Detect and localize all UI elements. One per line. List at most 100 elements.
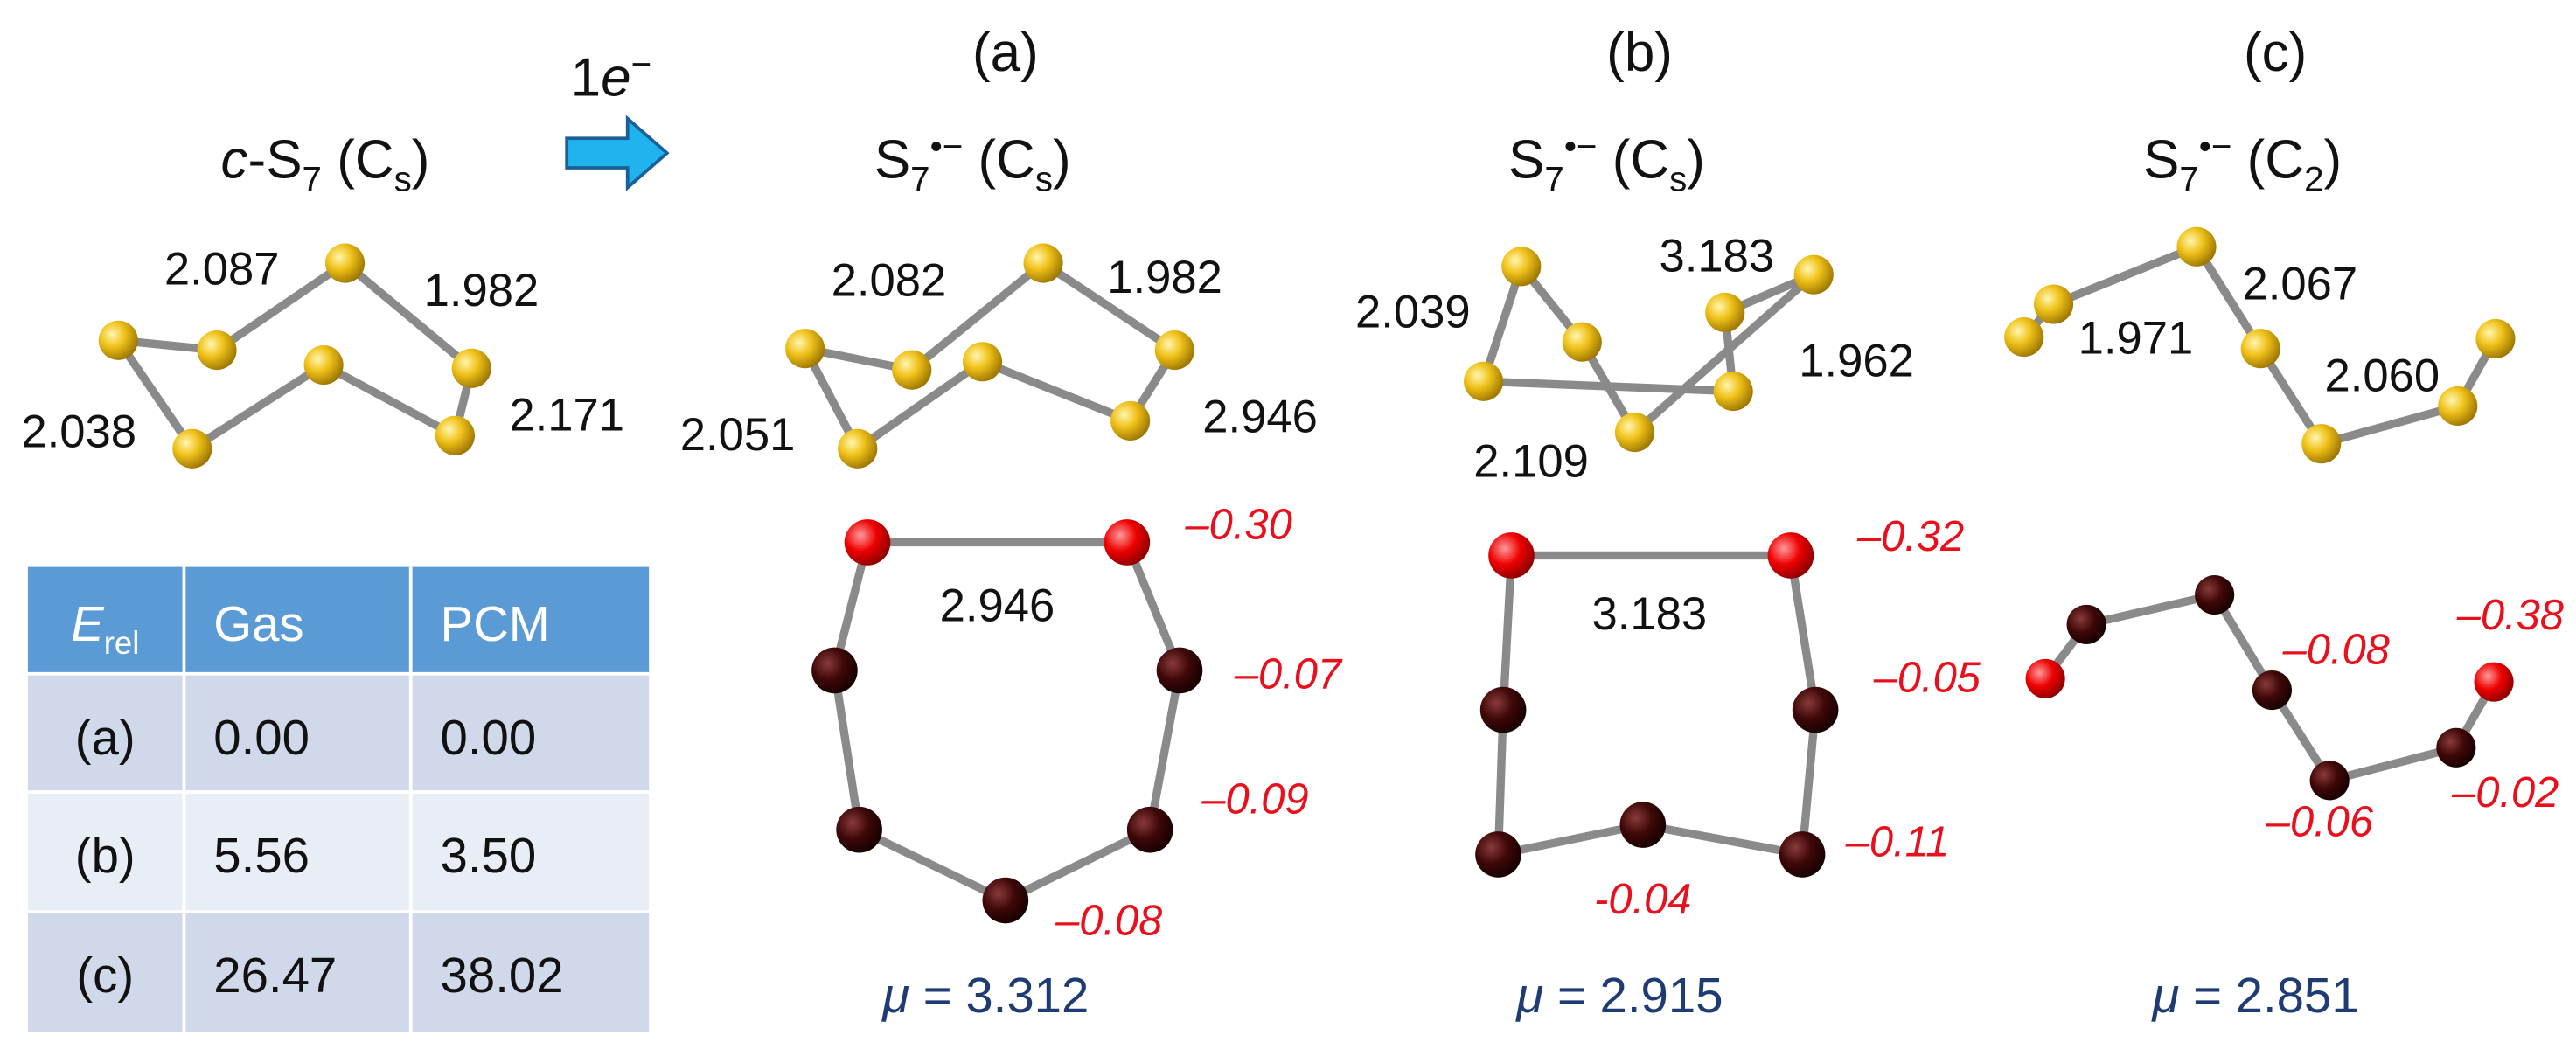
bond: [2192, 242, 2265, 353]
bond: [319, 360, 460, 440]
text-segment: ): [1687, 129, 1705, 190]
table-lines: [27, 566, 650, 1032]
text-segment: s: [394, 159, 412, 198]
bond: [830, 666, 864, 834]
panel-title: S7•− (C2): [2143, 127, 2342, 199]
atom: [1104, 519, 1151, 566]
atom: [2004, 317, 2044, 358]
charge-label: –0.02: [2451, 769, 2559, 816]
bond: [1123, 538, 1184, 675]
bond: [853, 358, 987, 454]
atom: [1479, 686, 1527, 733]
text-segment: (C: [2231, 129, 2304, 190]
bond: [1786, 551, 1820, 714]
atom: [1126, 806, 1173, 853]
bond-length: 1.971: [2078, 312, 2194, 364]
atom: [1793, 254, 1834, 295]
table-header: Gas: [213, 596, 303, 651]
bond: [2082, 590, 2219, 629]
bond: [1639, 820, 1807, 859]
text-segment: μ: [2151, 968, 2180, 1023]
atom: [2475, 318, 2516, 358]
bond: [1499, 551, 1516, 714]
atom: [325, 243, 366, 283]
atom: [892, 350, 932, 390]
text-segment: s: [1669, 159, 1687, 198]
text-segment: ): [2324, 129, 2343, 190]
atom: [1767, 532, 1814, 579]
table-header: PCM: [441, 596, 550, 651]
panel-label: (b): [1606, 23, 1673, 83]
text-segment: (C: [963, 129, 1035, 190]
atom: [98, 320, 138, 360]
atom: [1023, 243, 1063, 283]
table-cell: 3.50: [441, 828, 537, 883]
bond-length: 2.946: [1202, 392, 1318, 443]
table-row-bg: [27, 673, 650, 793]
text-segment: •−: [2199, 127, 2232, 166]
charge-label: –0.11: [1845, 818, 1950, 865]
panel-title: S7•− (Cs): [874, 127, 1071, 199]
atom: [838, 428, 878, 469]
charge-label: –0.07: [1234, 651, 1343, 698]
charge-label: –0.06: [2266, 799, 2374, 846]
bond: [2049, 242, 2201, 309]
bond-length: 2.946: [940, 580, 1055, 632]
dipole: μ = 2.851: [2151, 968, 2359, 1023]
bond: [978, 358, 1135, 426]
bond: [1630, 270, 1818, 437]
text-segment: 7: [910, 159, 929, 198]
bond: [212, 259, 350, 355]
atom: [2301, 424, 2342, 464]
bond: [1493, 820, 1647, 859]
atom: [982, 877, 1029, 924]
text-segment: Gas: [213, 596, 303, 651]
dipole: μ = 2.915: [1514, 968, 1723, 1023]
atom: [785, 329, 825, 369]
text-segment: S: [874, 129, 910, 190]
table-cell: (a): [75, 710, 136, 765]
text-segment: s: [1035, 159, 1053, 198]
text-segment: c: [221, 129, 248, 190]
atom: [1156, 647, 1203, 694]
text-segment: -S: [248, 129, 303, 190]
text-segment: 7: [1544, 159, 1563, 198]
bond: [908, 259, 1048, 374]
text-segment: = 3.312: [909, 968, 1089, 1023]
atom: [2309, 761, 2350, 801]
atom: [2474, 662, 2514, 702]
bond-length: 2.051: [680, 409, 796, 461]
atom: [303, 344, 344, 386]
text-segment: PCM: [441, 596, 550, 651]
atom: [844, 519, 891, 566]
atom: [1475, 831, 1521, 878]
text-segment: (C: [1597, 129, 1669, 190]
bond: [2317, 401, 2462, 448]
atom: [1614, 412, 1654, 453]
bond-length: 1.962: [1799, 336, 1914, 387]
charge-label: –0.30: [1185, 502, 1292, 549]
bond: [188, 360, 328, 454]
table-cell: 5.56: [213, 828, 310, 883]
atom: [2438, 386, 2478, 427]
atom: [197, 330, 237, 371]
table-cell: 38.02: [441, 948, 564, 1003]
bond: [1493, 705, 1507, 859]
bond-length: 1.982: [1107, 252, 1222, 303]
table-cell: 26.47: [213, 948, 337, 1003]
atom: [1619, 802, 1667, 848]
bond: [114, 336, 197, 454]
atom: [1501, 247, 1542, 287]
charge-label: –0.38: [2456, 592, 2564, 639]
bond-length: 3.183: [1660, 230, 1775, 281]
text-segment: 1: [571, 47, 601, 108]
text-segment: •−: [930, 127, 964, 166]
atom: [1713, 372, 1753, 412]
atom: [2176, 226, 2217, 267]
text-segment: rel: [104, 625, 140, 661]
text-segment: μ: [1514, 968, 1543, 1023]
text-segment: μ: [881, 968, 909, 1023]
bond-length: 2.109: [1473, 435, 1589, 487]
bond-length: 1.982: [424, 265, 540, 316]
